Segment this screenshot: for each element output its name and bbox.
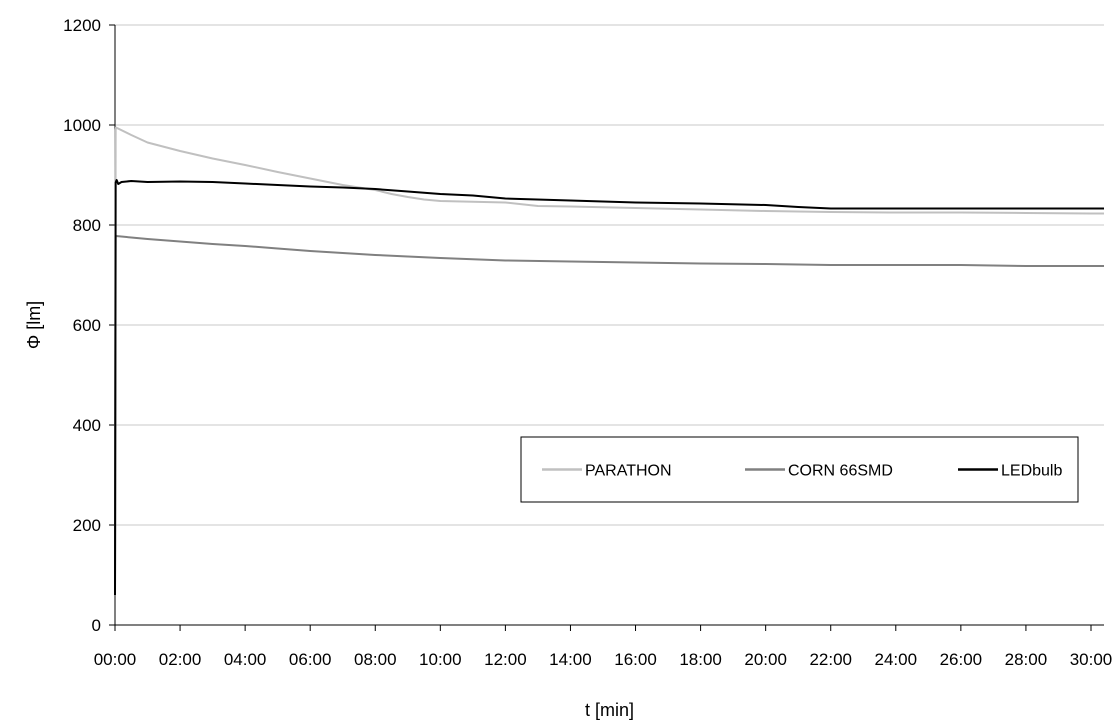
- x-tick-label: 10:00: [419, 650, 462, 669]
- series-lines: [114, 126, 1104, 596]
- x-axis: 00:00 02:00 04:00 06:00 08:00 10:00 12:00 14:00…: [94, 624, 1113, 669]
- x-tick-label: 04:00: [224, 650, 267, 669]
- x-tick-label: 02:00: [159, 650, 202, 669]
- series-line-parathon: [114, 126, 1104, 596]
- y-tick-label: 0: [92, 616, 101, 635]
- series-line-corn-66smd: [114, 235, 1104, 596]
- x-tick-label: 14:00: [549, 650, 592, 669]
- legend: PARATHON CORN 66SMD LEDbulb: [520, 436, 1079, 503]
- y-tick-label: 400: [73, 416, 101, 435]
- x-tick-label: 28:00: [1005, 650, 1048, 669]
- x-axis-title: t [min]: [585, 700, 634, 720]
- y-tick-label: 600: [73, 316, 101, 335]
- x-tick-label: 18:00: [679, 650, 722, 669]
- legend-label: PARATHON: [585, 463, 672, 480]
- y-axis: 0 200 400 600 800 1000 1200: [63, 16, 116, 635]
- x-tick-label: 06:00: [289, 650, 332, 669]
- legend-label: LEDbulb: [1001, 463, 1062, 480]
- x-tick-label: 08:00: [354, 650, 397, 669]
- y-axis-title: Φ [lm]: [24, 301, 44, 349]
- y-tick-label: 800: [73, 216, 101, 235]
- x-tick-label: 12:00: [484, 650, 527, 669]
- y-tick-label: 1000: [63, 116, 101, 135]
- series-line-ledbulb: [114, 179, 1104, 596]
- y-tick-label: 1200: [63, 16, 101, 35]
- legend-label: CORN 66SMD: [788, 463, 893, 480]
- y-tick-label: 200: [73, 516, 101, 535]
- x-tick-label: 00:00: [94, 650, 137, 669]
- x-tick-label: 20:00: [744, 650, 787, 669]
- x-tick-label: 24:00: [875, 650, 918, 669]
- x-tick-label: 30:00: [1070, 650, 1113, 669]
- x-tick-label: 16:00: [614, 650, 657, 669]
- x-tick-label: 26:00: [940, 650, 983, 669]
- gridlines: [115, 24, 1104, 526]
- x-tick-label: 22:00: [809, 650, 852, 669]
